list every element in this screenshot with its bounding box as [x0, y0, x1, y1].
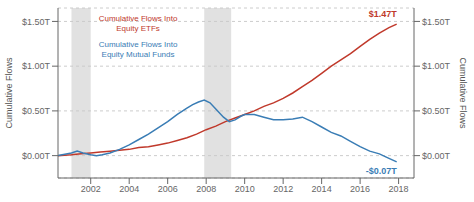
html-text:Equity ETFs: Equity ETFs	[116, 24, 160, 33]
svg-text:2016: 2016	[350, 184, 370, 194]
html-text:Cumulative Flows Into: Cumulative Flows Into	[98, 14, 178, 23]
svg-text:2008: 2008	[196, 184, 216, 194]
svg-text:2002: 2002	[81, 184, 101, 194]
svg-text:2018: 2018	[389, 184, 409, 194]
svg-text:2014: 2014	[312, 184, 332, 194]
html-text:Cumulative Flows Into: Cumulative Flows Into	[98, 40, 178, 49]
svg-text:$0.00T: $0.00T	[22, 151, 51, 161]
svg-text:$1.50T: $1.50T	[422, 17, 451, 27]
svg-text:$1.47T: $1.47T	[369, 9, 398, 19]
svg-text:$0.00T: $0.00T	[422, 151, 451, 161]
svg-text:-$0.07T: -$0.07T	[366, 166, 398, 176]
svg-text:$0.50T: $0.50T	[22, 106, 51, 116]
svg-text:$0.50T: $0.50T	[422, 106, 451, 116]
svg-text:Cumulative Flows: Cumulative Flows	[458, 57, 466, 129]
svg-text:2010: 2010	[235, 184, 255, 194]
svg-text:$1.00T: $1.00T	[422, 61, 451, 71]
svg-text:2012: 2012	[273, 184, 293, 194]
svg-text:Cumulative Flows: Cumulative Flows	[8, 57, 14, 129]
html-text:Equity Mutual Funds: Equity Mutual Funds	[101, 50, 175, 59]
svg-text:2004: 2004	[119, 184, 139, 194]
svg-text:$1.50T: $1.50T	[22, 17, 51, 27]
svg-text:2006: 2006	[158, 184, 178, 194]
svg-text:$1.00T: $1.00T	[22, 61, 51, 71]
